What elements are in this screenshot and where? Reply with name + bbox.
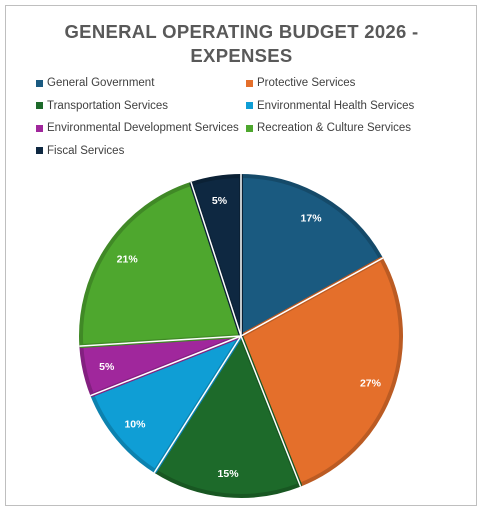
data-label: 17% — [301, 213, 323, 225]
legend-item: Protective Services — [246, 77, 355, 89]
pie-slice — [153, 334, 302, 498]
legend-swatch — [246, 124, 253, 132]
legend-label: Fiscal Services — [47, 144, 125, 157]
chart-title-line-2: EXPENSES — [190, 45, 293, 66]
legend-label: Recreation & Culture Services — [257, 122, 412, 134]
data-label: 10% — [124, 419, 146, 431]
slice-separator — [79, 335, 242, 347]
data-label: 5% — [212, 195, 228, 207]
slice-separator — [90, 335, 242, 397]
legend-item: Environmental Development Services — [36, 122, 239, 134]
slice-separator — [190, 181, 242, 337]
slice-separator — [240, 335, 302, 487]
legend-item: Transportation Services — [36, 100, 168, 112]
data-label: 21% — [117, 254, 139, 266]
legend-swatch — [36, 102, 43, 109]
legend-item: Environmental Health Services — [246, 100, 414, 112]
legend-label: Protective Services — [257, 77, 356, 89]
legend-swatch — [36, 147, 43, 154]
legend-item: General Government — [36, 77, 154, 89]
legend-label: Transportation Services — [47, 99, 169, 112]
legend-swatch — [246, 102, 253, 109]
data-label: 27% — [360, 378, 382, 390]
slice-separator — [240, 257, 384, 337]
legend-item: Fiscal Services — [36, 145, 124, 157]
legend-swatch — [36, 79, 43, 87]
pie-slice — [239, 174, 384, 338]
legend-label: Environmental Development Services — [47, 122, 239, 134]
slice-separator — [153, 335, 242, 474]
legend-label: General Government — [47, 77, 155, 89]
legend-swatch — [36, 124, 43, 132]
legend-label: Environmental Health Services — [257, 99, 415, 112]
pie-slice — [239, 256, 403, 487]
pie-slice — [79, 181, 243, 349]
data-label: 5% — [99, 361, 115, 373]
chart-title: GENERAL OPERATING BUDGET 2026 - EXPENSES — [0, 20, 483, 68]
legend-item: Recreation & Culture Services — [246, 122, 411, 134]
legend-swatch — [246, 79, 253, 87]
data-label: 15% — [218, 468, 240, 480]
chart-title-line-1: GENERAL OPERATING BUDGET 2026 - — [64, 21, 419, 42]
pie-slice — [90, 334, 243, 474]
